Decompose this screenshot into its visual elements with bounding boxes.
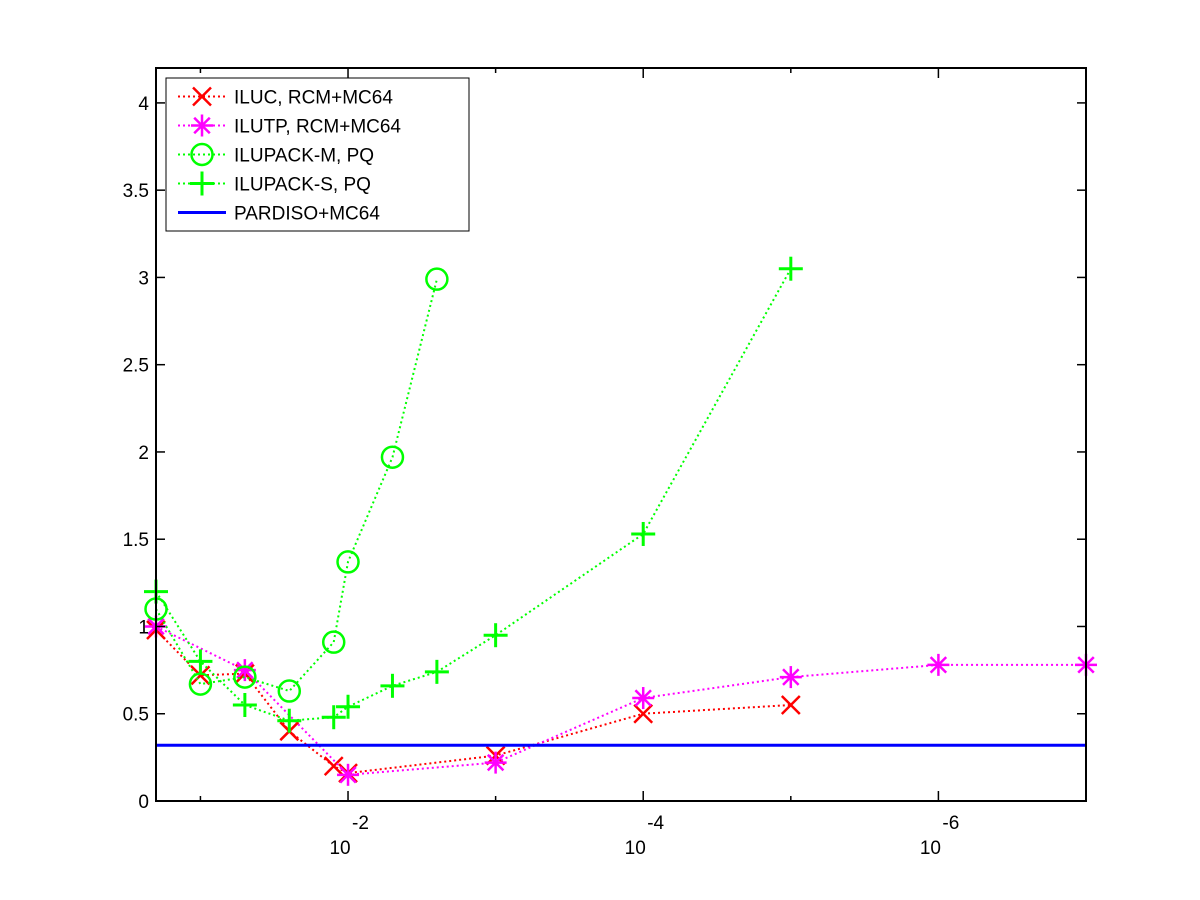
series-4-point-2: [188, 649, 213, 674]
series-1-point-5: [323, 756, 344, 776]
legend-item-4: ILUPACK-S, PQ: [178, 171, 371, 196]
series-4: [144, 256, 803, 733]
series-3-point-7: [380, 445, 405, 469]
x-tick-label-exponent: -4: [647, 813, 664, 834]
legend-swatch-marker: [192, 86, 212, 107]
legend-swatch-marker: [190, 171, 214, 196]
series-4-point-6: [336, 694, 361, 719]
series-4-point-8: [424, 659, 449, 684]
legend-item-5: PARDISO+MC64: [178, 204, 380, 225]
legend-label: PARDISO+MC64: [234, 204, 380, 225]
series-4-point-3: [232, 693, 257, 718]
x-tick-label-exponent: -2: [352, 813, 369, 834]
axes-box: [155, 67, 1087, 802]
series-3-point-4: [277, 679, 302, 703]
legend-label: ILUPACK-M, PQ: [234, 146, 374, 167]
series-1-point-9: [780, 695, 801, 715]
series-3-point-8: [425, 267, 449, 291]
legend-box: [165, 77, 470, 232]
y-tick-label: 2: [138, 443, 149, 464]
series-3-line: [155, 278, 438, 693]
y-tick-label: 1: [138, 617, 149, 638]
series-4-point-11: [778, 256, 803, 281]
x-tick-label-base: 10: [329, 838, 350, 859]
legend-item-2: ILUTP, RCM+MC64: [178, 114, 401, 138]
series-1-point-2: [190, 665, 211, 686]
legend-item-3: ILUPACK-M, PQ: [178, 142, 374, 167]
series-4-point-5: [321, 705, 346, 730]
y-tick-label: 3.5: [123, 181, 149, 202]
series-1-point-8: [633, 703, 654, 724]
series-3-point-6: [336, 550, 360, 574]
legend-label: ILUTP, RCM+MC64: [234, 117, 401, 138]
legend-item-1: ILUC, RCM+MC64: [178, 86, 393, 109]
series-4-point-7: [380, 673, 405, 698]
series-2-point-4: [484, 751, 507, 774]
y-tick-label: 4: [138, 94, 149, 115]
series-layer: [144, 256, 1097, 786]
series-3-point-3: [233, 665, 257, 689]
y-tick-label: 1.5: [123, 530, 149, 551]
series-2-point-7: [927, 653, 950, 676]
series-3-point-2: [188, 672, 213, 696]
series-2-point-3: [337, 763, 360, 786]
y-tick-label: 3: [138, 268, 149, 289]
series-2-point-6: [779, 666, 802, 689]
series-3: [144, 267, 449, 703]
y-tick-label: 0: [138, 792, 149, 813]
legend-swatch-marker: [190, 142, 214, 167]
y-tick-label: 0.5: [123, 705, 149, 726]
legend-swatch-marker: [191, 114, 213, 137]
x-tick-label-base: 10: [920, 838, 941, 859]
series-3-point-5: [321, 630, 346, 654]
x-tick-label-base: 10: [625, 838, 646, 859]
series-4-point-4: [277, 708, 302, 733]
series-4-point-9: [483, 623, 508, 648]
legend-label: ILUPACK-S, PQ: [234, 175, 371, 196]
series-2-point-5: [632, 687, 655, 710]
y-tick-label: 2.5: [123, 356, 149, 377]
series-4-point-10: [631, 521, 656, 546]
legend-label: ILUC, RCM+MC64: [234, 88, 393, 109]
legend: ILUC, RCM+MC64 ILUTP, RCM+MC64 ILUPACK-M, …: [165, 77, 470, 232]
x-tick-label-exponent: -6: [942, 813, 959, 834]
